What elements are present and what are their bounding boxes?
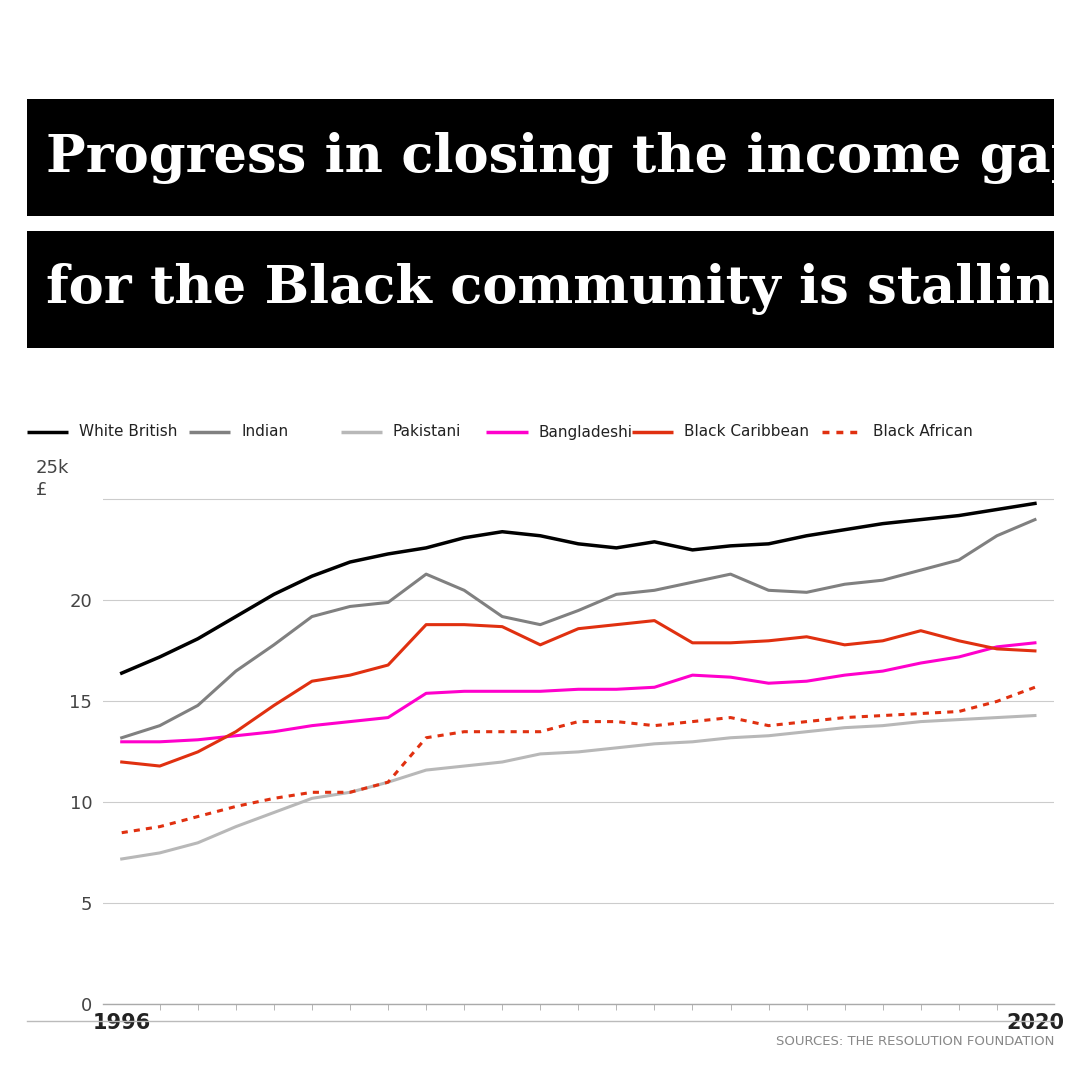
Text: SOURCES: THE RESOLUTION FOUNDATION: SOURCES: THE RESOLUTION FOUNDATION bbox=[775, 1035, 1054, 1048]
Text: for the Black community is stalling: for the Black community is stalling bbox=[46, 264, 1081, 315]
Text: Indian: Indian bbox=[241, 424, 289, 440]
Text: Pakistani: Pakistani bbox=[392, 424, 461, 440]
Text: Bangladeshi: Bangladeshi bbox=[538, 424, 632, 440]
Text: 25k
£: 25k £ bbox=[36, 459, 69, 499]
Text: White British: White British bbox=[79, 424, 177, 440]
Text: Black African: Black African bbox=[873, 424, 973, 440]
Text: Progress in closing the income gap: Progress in closing the income gap bbox=[46, 132, 1081, 184]
Text: Black Caribbean: Black Caribbean bbox=[684, 424, 810, 440]
